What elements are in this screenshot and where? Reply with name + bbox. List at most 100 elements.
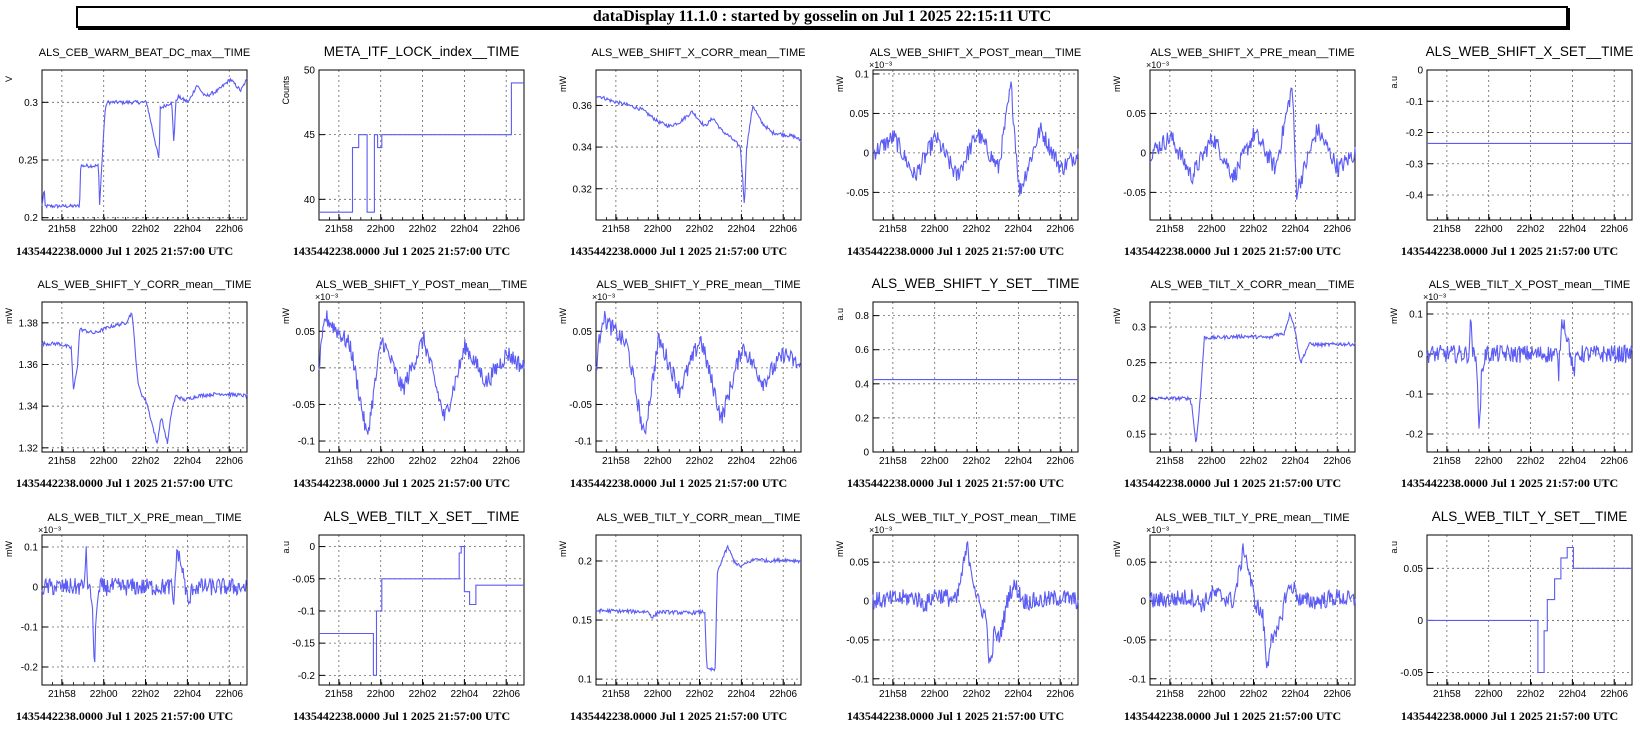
y-axis-label: a.u [835,308,845,321]
chart-title: ALS_WEB_TILT_X_POST_mean__TIME [1429,279,1631,291]
y-tick-label: 1.32 [19,443,39,454]
chart-panel: ALS_WEB_TILT_X_SET__TIME a.u 21h58 22h00 22h… [281,509,525,723]
x-tick-label: 22h00 [1475,689,1503,700]
chart-panel: ALS_WEB_SHIFT_X_CORR_mean__TIME mW 21h58 22… [558,47,805,258]
chart-footer: 1435442238.0000 Jul 1 2025 21:57:00 UTC [1401,244,1618,258]
chart-footer: 1435442238.0000 Jul 1 2025 21:57:00 UTC [16,709,233,723]
x-tick-label: 22h02 [409,689,437,700]
x-tick-label: 22h04 [173,456,201,467]
y-tick-label: 0.05 [1404,564,1424,575]
chart-footer: 1435442238.0000 Jul 1 2025 21:57:00 UTC [570,244,787,258]
chart-title: ALS_WEB_SHIFT_Y_POST_mean__TIME [316,279,528,291]
x-tick-label: 22h06 [1600,456,1628,467]
chart-title: ALS_WEB_SHIFT_Y_PRE_mean__TIME [596,279,800,291]
chart-panel: ALS_WEB_SHIFT_X_SET__TIME a.u 21h58 22h00 22… [1389,44,1633,258]
x-tick-label: 22h06 [1323,689,1351,700]
x-tick-label: 21h58 [879,689,907,700]
chart-panel: ALS_WEB_TILT_Y_SET__TIME a.u 21h58 22h00 22h… [1389,509,1633,723]
plot-frame [872,301,1079,453]
x-tick-label: 22h06 [769,224,797,235]
x-tick-label: 22h02 [132,456,160,467]
chart-panel: ALS_WEB_TILT_Y_POST_mean__TIME mW ×10⁻³ 21h… [835,512,1079,723]
y-tick-label: 0.25 [1127,358,1147,369]
x-tick-label: 21h58 [1433,224,1461,235]
x-tick-label: 22h02 [1517,224,1545,235]
plot-frame [41,534,248,686]
chart-panel: META_ITF_LOCK_index__TIME Counts 21h58 22h0… [281,44,525,258]
y-tick-label: 0 [1140,148,1146,159]
plot-frame [1426,534,1633,686]
y-tick-label: 0.2 [578,556,592,567]
x-tick-label: 22h04 [1004,224,1032,235]
chart-panel: ALS_CEB_WARM_BEAT_DC_max__TIME V 21h58 22h0… [4,47,250,258]
chart-title: ALS_WEB_SHIFT_X_POST_mean__TIME [870,47,1082,59]
y-axis-multiplier: ×10⁻³ [38,525,61,535]
y-axis-multiplier: ×10⁻³ [1423,292,1446,302]
y-tick-label: 0.1 [578,675,592,686]
y-tick-label: -0.2 [1406,430,1424,441]
x-tick-label: 22h00 [644,689,672,700]
y-tick-label: 0 [863,148,869,159]
y-tick-label: 0.2 [24,213,38,224]
y-axis-label: mW [4,541,14,557]
y-tick-label: 0.05 [573,327,593,338]
plot-frame [318,69,525,221]
y-axis-multiplier: ×10⁻³ [315,292,338,302]
x-tick-label: 21h58 [602,456,630,467]
y-axis-multiplier: ×10⁻³ [1146,60,1169,70]
series-line [1427,546,1632,674]
y-tick-label: -0.05 [292,574,315,585]
y-tick-label: 0.4 [855,379,869,390]
x-tick-label: 21h58 [1433,456,1461,467]
chart-title: ALS_WEB_TILT_X_PRE_mean__TIME [47,512,241,524]
chart-title: ALS_WEB_TILT_Y_PRE_mean__TIME [1155,512,1349,524]
x-tick-label: 22h02 [132,224,160,235]
series-line [872,81,1079,196]
x-tick-label: 22h04 [450,224,478,235]
x-tick-label: 22h06 [1323,456,1351,467]
y-axis-label: mW [1389,308,1399,324]
x-tick-label: 22h00 [921,456,949,467]
x-tick-label: 22h04 [1281,689,1309,700]
x-tick-label: 22h00 [1198,689,1226,700]
y-tick-label: 0.1 [1409,310,1423,321]
series-line [1149,311,1356,443]
plot-frame [595,69,802,221]
plot-frame [1149,301,1356,453]
y-tick-label: -0.05 [846,635,869,646]
chart-footer: 1435442238.0000 Jul 1 2025 21:57:00 UTC [847,244,1064,258]
y-tick-label: 0 [1417,350,1423,361]
x-tick-label: 22h02 [963,689,991,700]
y-tick-label: 0 [1417,616,1423,627]
chart-footer: 1435442238.0000 Jul 1 2025 21:57:00 UTC [293,476,510,490]
chart-footer: 1435442238.0000 Jul 1 2025 21:57:00 UTC [570,476,787,490]
x-tick-label: 22h00 [90,689,118,700]
y-tick-label: 0.2 [855,413,869,424]
x-tick-label: 22h04 [727,456,755,467]
y-tick-label: 0.6 [855,345,869,356]
x-tick-label: 21h58 [48,689,76,700]
y-axis-label: mW [835,76,845,92]
x-tick-label: 22h04 [173,689,201,700]
y-tick-label: 1.36 [19,360,39,371]
x-tick-label: 22h00 [90,224,118,235]
plot-frame [872,69,1079,221]
chart-footer: 1435442238.0000 Jul 1 2025 21:57:00 UTC [293,709,510,723]
y-tick-label: -0.4 [1406,191,1424,202]
x-tick-label: 22h06 [215,224,243,235]
x-tick-label: 22h06 [492,689,520,700]
y-tick-label: -0.05 [846,188,869,199]
y-tick-label: 0.2 [1132,394,1146,405]
y-tick-label: -0.05 [1400,668,1423,679]
x-tick-label: 22h04 [727,224,755,235]
x-tick-label: 22h00 [921,224,949,235]
y-axis-label: mW [1112,308,1122,324]
chart-title: ALS_WEB_TILT_X_SET__TIME [324,509,520,524]
series-line [319,546,524,676]
series-line [595,310,802,436]
y-tick-label: 0 [309,363,315,374]
x-tick-label: 21h58 [1433,689,1461,700]
x-tick-label: 21h58 [325,456,353,467]
y-axis-label: mW [558,76,568,92]
